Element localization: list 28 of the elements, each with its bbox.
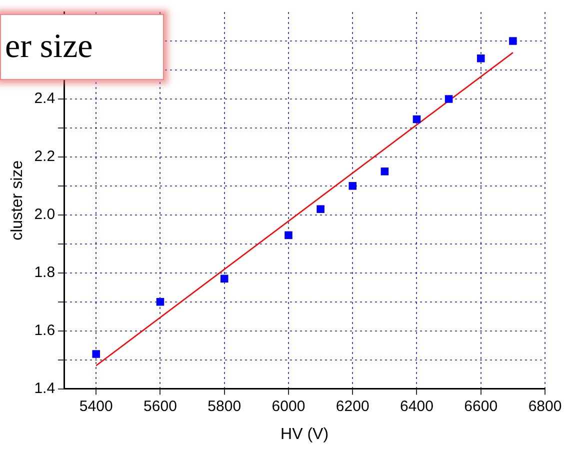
y-tick-label: 2.2 — [34, 148, 56, 166]
x-tick-label: 6800 — [528, 398, 562, 415]
point — [220, 274, 228, 283]
x-tick-label: 6400 — [400, 398, 434, 415]
x-tick-label: 6600 — [464, 398, 498, 415]
y-tick-label: 1.8 — [34, 264, 56, 281]
y-tick-label: 2.4 — [34, 90, 56, 108]
point — [284, 231, 292, 240]
x-axis-title: HV (V) — [280, 426, 329, 443]
x-tick-label: 5400 — [79, 398, 113, 415]
text: 2.0 — [34, 206, 56, 224]
point — [316, 205, 324, 213]
x-tick-label: 6000 — [272, 398, 306, 415]
point — [509, 37, 517, 45]
point — [412, 115, 421, 124]
x-tick-label: 6200 — [336, 398, 370, 415]
point — [348, 182, 357, 190]
y-tick-label: 1.4 — [34, 380, 56, 397]
y-axis-title: cluster size — [9, 160, 26, 240]
point — [476, 54, 485, 62]
y-tick-label: 1.6 — [34, 322, 56, 339]
point — [380, 168, 389, 176]
x-tick-label: 5800 — [208, 398, 242, 415]
point — [92, 350, 100, 358]
annotation: er size — [0, 14, 164, 80]
point — [156, 298, 164, 306]
x-tick-label: 5600 — [144, 398, 177, 415]
point — [444, 95, 453, 103]
